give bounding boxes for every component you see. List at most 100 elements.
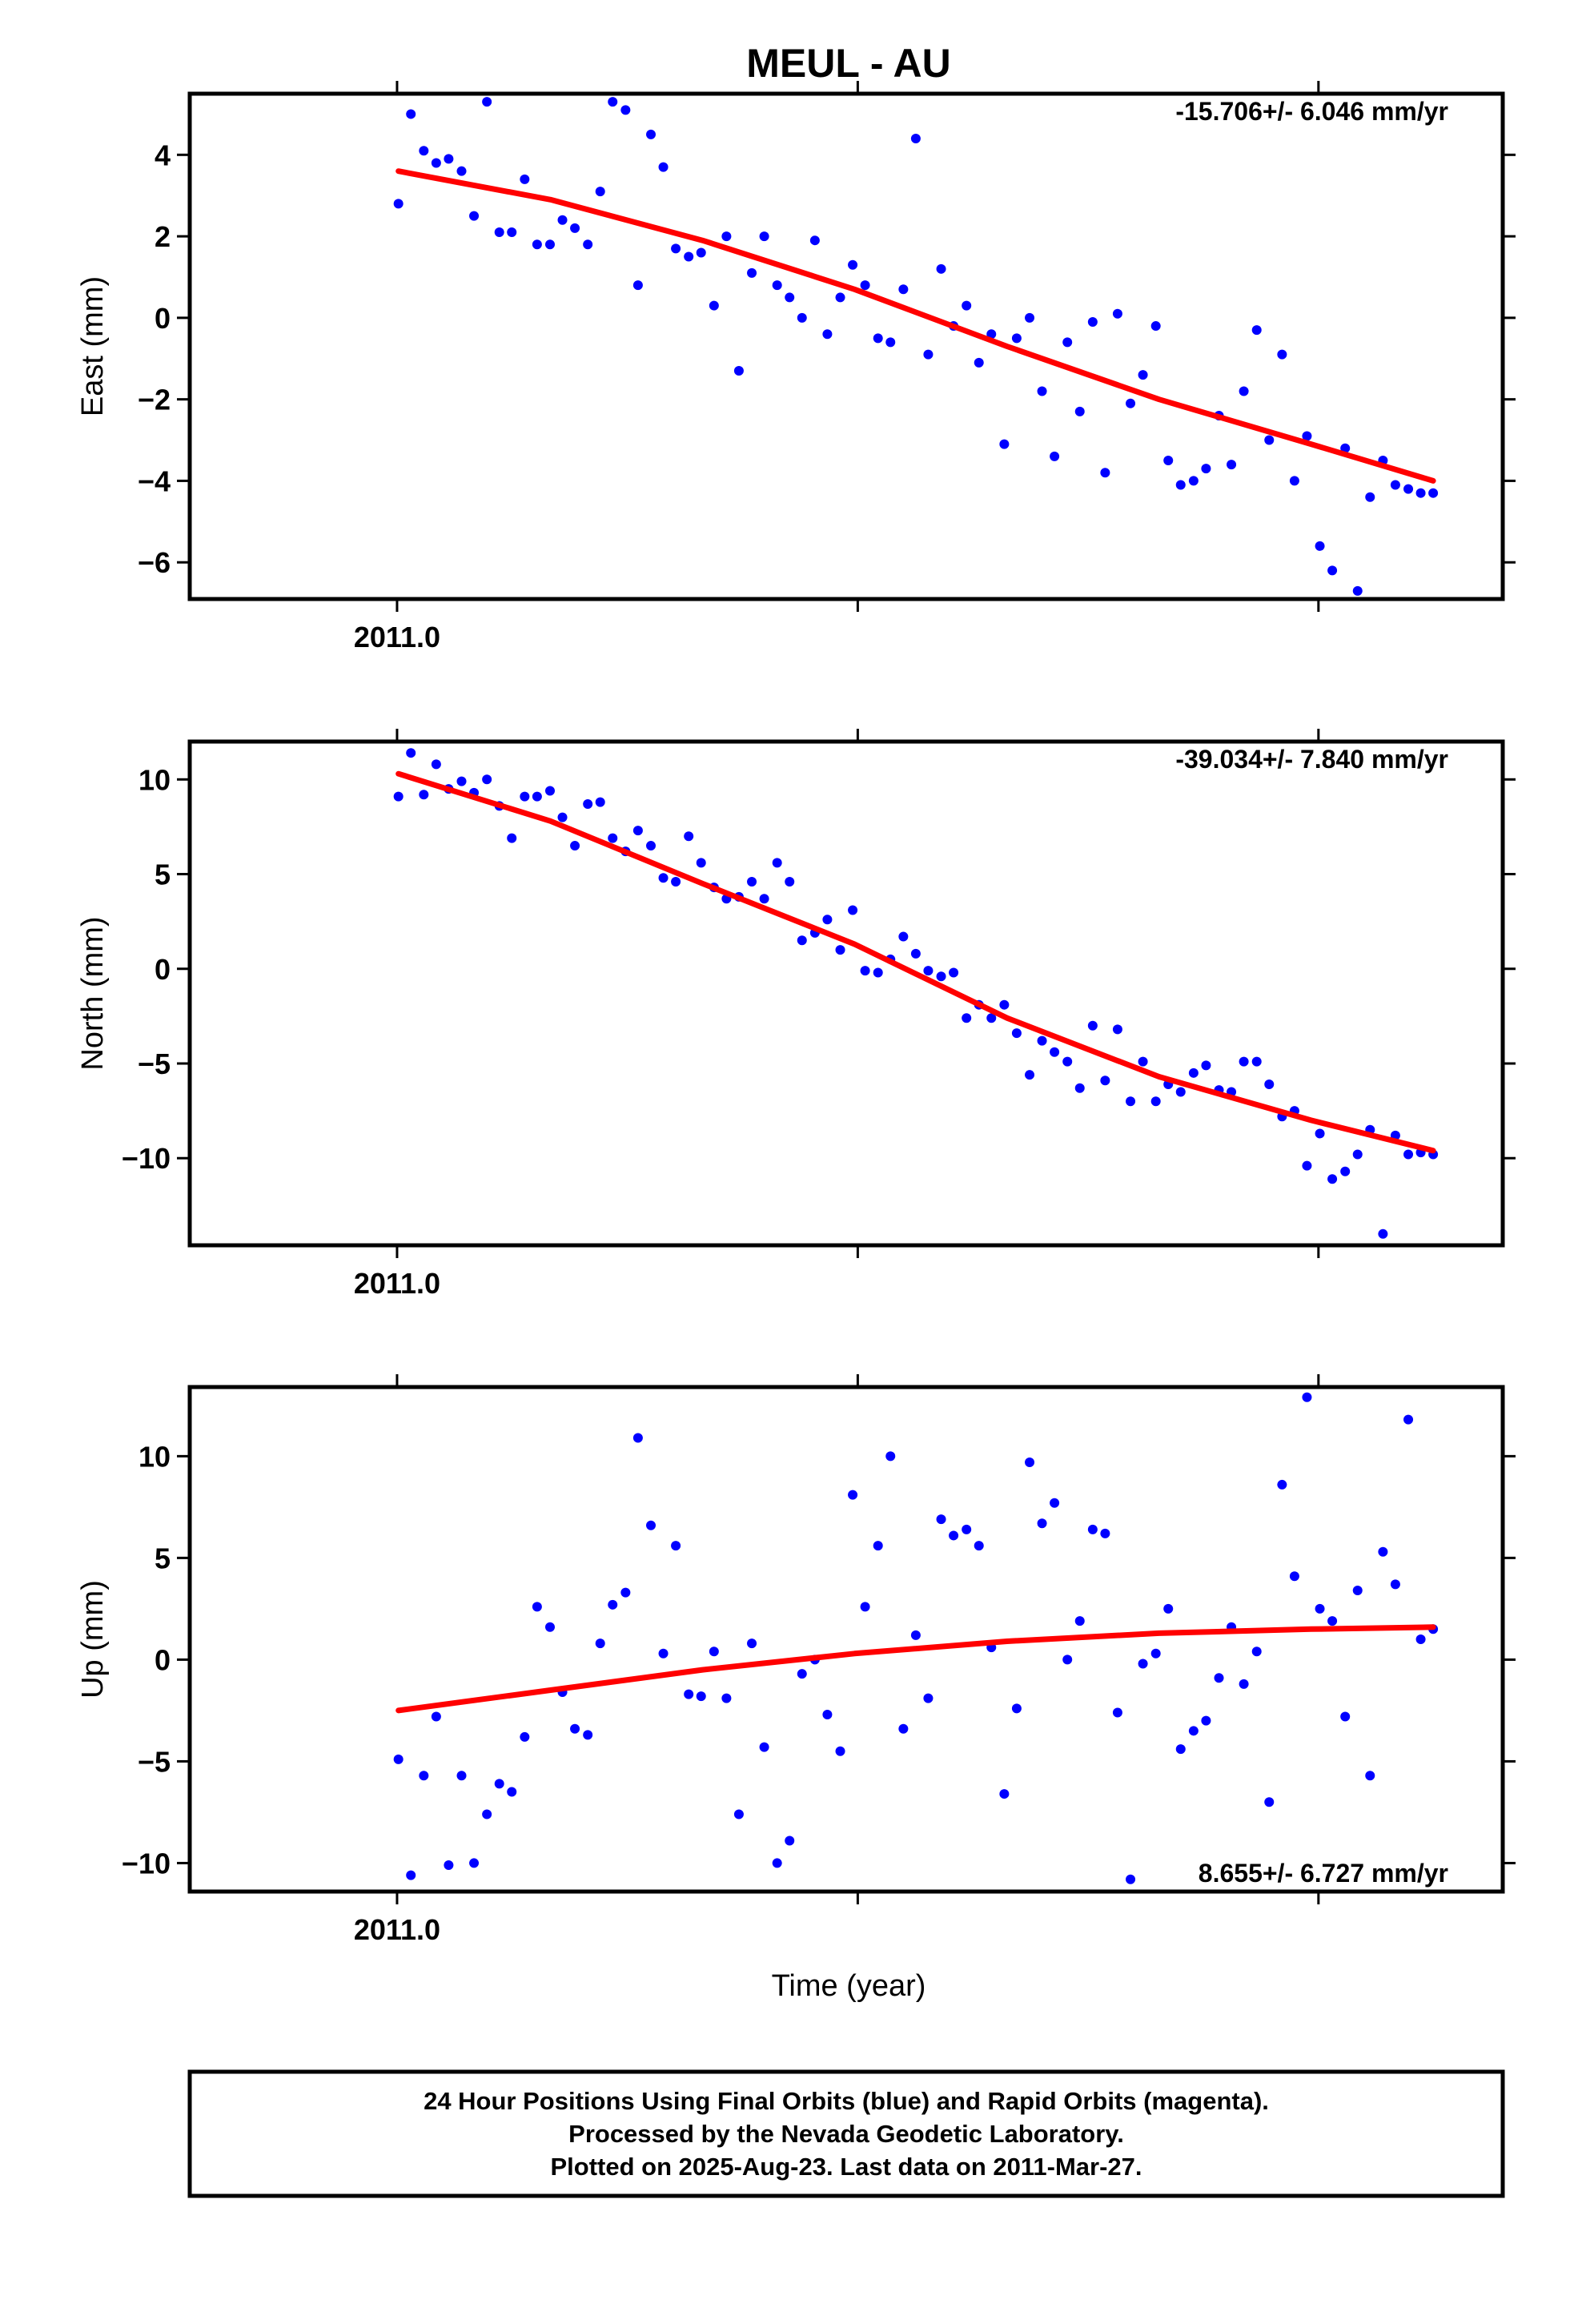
data-point bbox=[494, 227, 504, 238]
data-point bbox=[733, 366, 744, 376]
data-point bbox=[1011, 1028, 1022, 1039]
data-point bbox=[785, 876, 795, 887]
data-point bbox=[1352, 585, 1363, 596]
data-point bbox=[873, 333, 883, 344]
data-point bbox=[570, 841, 580, 851]
data-point bbox=[974, 357, 984, 368]
data-point bbox=[1025, 1070, 1035, 1080]
data-point bbox=[962, 300, 972, 311]
data-point bbox=[848, 1490, 858, 1500]
y-tick-label: 2 bbox=[155, 220, 171, 253]
data-point bbox=[1050, 451, 1060, 461]
data-point bbox=[721, 1693, 732, 1703]
data-point bbox=[986, 329, 997, 340]
fit-line bbox=[396, 1624, 1436, 1714]
data-point bbox=[721, 231, 732, 242]
data-point bbox=[520, 1731, 530, 1742]
x-tick-label: 2011.0 bbox=[354, 1913, 440, 1946]
panel-frame bbox=[187, 1385, 1505, 1894]
data-point bbox=[406, 748, 416, 758]
data-point bbox=[962, 1524, 972, 1534]
data-point bbox=[999, 999, 1010, 1010]
data-point bbox=[620, 1587, 631, 1598]
data-point bbox=[772, 280, 782, 291]
data-point bbox=[1340, 1166, 1351, 1176]
data-point bbox=[1277, 1479, 1287, 1490]
data-point bbox=[583, 1730, 593, 1740]
data-point bbox=[873, 1541, 883, 1551]
data-point bbox=[1264, 1797, 1275, 1807]
data-point bbox=[1403, 1149, 1414, 1160]
data-point bbox=[469, 1858, 480, 1868]
data-point bbox=[1251, 1647, 1262, 1657]
data-point bbox=[1415, 1634, 1426, 1644]
data-point bbox=[684, 251, 694, 262]
data-point bbox=[570, 223, 580, 233]
data-point bbox=[797, 935, 807, 946]
y-tick-label: −2 bbox=[138, 384, 171, 416]
data-point bbox=[860, 1602, 870, 1612]
data-point bbox=[885, 1451, 896, 1462]
data-point bbox=[772, 1858, 782, 1868]
data-point bbox=[507, 227, 517, 238]
data-point bbox=[1390, 480, 1400, 490]
footer-line-2: Processed by the Nevada Geodetic Laborat… bbox=[568, 2120, 1124, 2148]
y-tick-label: 0 bbox=[155, 953, 171, 986]
data-point bbox=[822, 329, 833, 340]
data-point bbox=[747, 876, 757, 887]
rate-label: -15.706+/- 6.046 mm/yr bbox=[1175, 97, 1448, 126]
data-point bbox=[1126, 398, 1136, 408]
data-point bbox=[1352, 1586, 1363, 1596]
y-tick-label: 10 bbox=[139, 763, 171, 796]
data-point bbox=[936, 971, 946, 982]
y-tick-label: −10 bbox=[122, 1142, 171, 1175]
data-point bbox=[469, 211, 480, 221]
data-point bbox=[696, 247, 706, 258]
data-point bbox=[1289, 476, 1299, 486]
data-point bbox=[1315, 1603, 1325, 1614]
data-point bbox=[923, 966, 934, 976]
x-tick-label: 2011.0 bbox=[354, 1267, 440, 1300]
data-point bbox=[759, 894, 769, 904]
data-point bbox=[1251, 1056, 1262, 1067]
data-point bbox=[1277, 349, 1287, 360]
data-point bbox=[974, 1541, 984, 1551]
data-point bbox=[809, 235, 820, 246]
data-point bbox=[671, 243, 681, 254]
chart-title: MEUL - AU bbox=[746, 41, 951, 86]
data-point bbox=[848, 259, 858, 270]
data-point bbox=[1378, 1228, 1388, 1239]
data-point bbox=[544, 786, 555, 796]
panel-east: −6 −4 −2 0 2 4 2011.0 East (mm) -15.706+/- 6.046… bbox=[76, 81, 1516, 653]
data-point bbox=[544, 239, 555, 250]
data-point bbox=[1415, 488, 1426, 498]
data-point bbox=[1112, 1707, 1122, 1718]
data-point bbox=[747, 1638, 757, 1649]
data-point bbox=[759, 231, 769, 242]
data-point bbox=[1126, 1096, 1136, 1107]
data-point bbox=[1201, 464, 1211, 474]
data-point bbox=[923, 1693, 934, 1703]
data-point bbox=[1037, 386, 1047, 396]
y-axis-label: East (mm) bbox=[76, 276, 110, 416]
data-point bbox=[1264, 1080, 1275, 1090]
data-point bbox=[1100, 468, 1110, 478]
data-point bbox=[1062, 1655, 1073, 1665]
data-point bbox=[797, 1669, 807, 1679]
data-point bbox=[557, 215, 568, 225]
data-point bbox=[671, 876, 681, 887]
data-point bbox=[923, 349, 934, 360]
data-point bbox=[1074, 1083, 1085, 1093]
data-point bbox=[544, 1622, 555, 1632]
data-point bbox=[898, 931, 909, 942]
data-point bbox=[709, 1647, 719, 1657]
data-point bbox=[431, 158, 441, 168]
data-point bbox=[658, 162, 669, 172]
data-point bbox=[532, 239, 542, 250]
data-point bbox=[532, 791, 542, 802]
data-point bbox=[1390, 1579, 1400, 1590]
data-point bbox=[1188, 1068, 1199, 1078]
data-point bbox=[1100, 1076, 1110, 1086]
data-point bbox=[583, 239, 593, 250]
